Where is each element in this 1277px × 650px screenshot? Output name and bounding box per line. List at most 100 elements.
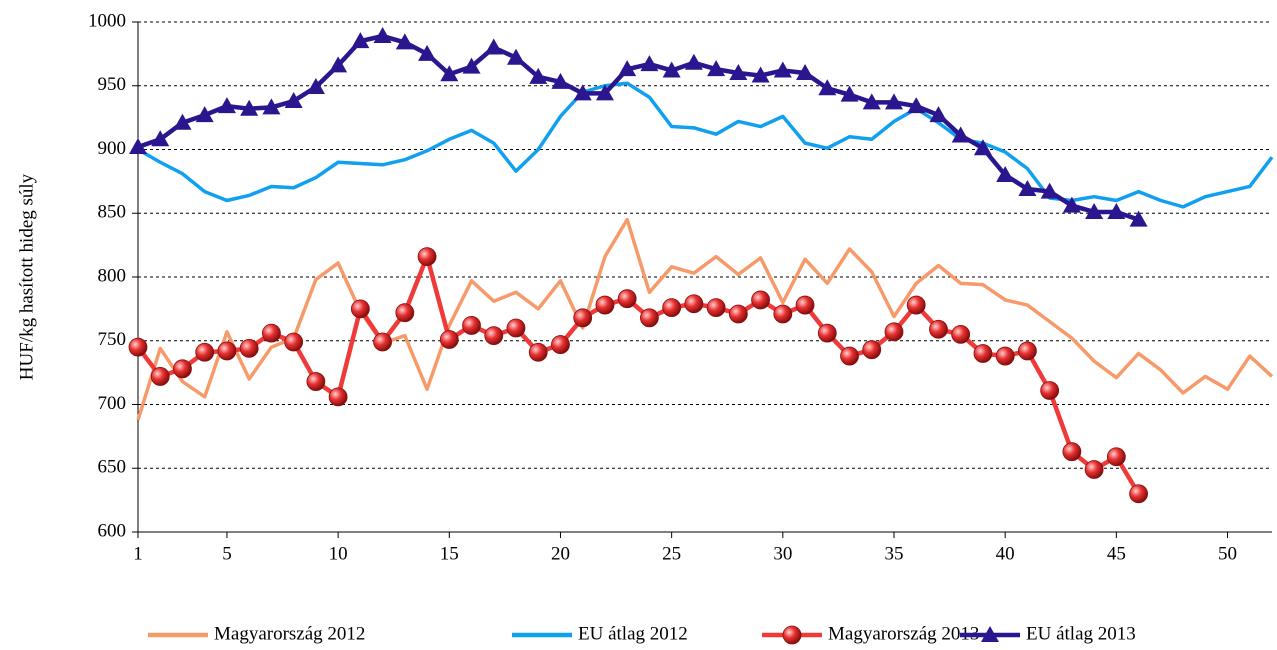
legend-label: Magyarország 2013 xyxy=(828,623,979,644)
point xyxy=(373,27,392,44)
point xyxy=(773,61,792,78)
point xyxy=(751,290,770,310)
x-tick-label: 10 xyxy=(329,543,348,564)
point xyxy=(662,298,682,318)
point xyxy=(973,139,992,156)
point xyxy=(617,289,637,309)
x-tick-label: 40 xyxy=(996,543,1015,564)
point xyxy=(640,308,659,328)
point xyxy=(1129,210,1148,227)
point xyxy=(662,61,681,78)
point xyxy=(1062,442,1082,462)
point xyxy=(217,341,237,361)
point xyxy=(528,342,548,362)
point xyxy=(751,66,770,83)
y-tick-label: 800 xyxy=(98,265,127,286)
point xyxy=(817,323,837,343)
point xyxy=(350,299,370,319)
point xyxy=(373,332,392,352)
y-tick-label: 700 xyxy=(98,393,127,414)
point xyxy=(395,303,415,323)
point xyxy=(462,57,481,74)
point xyxy=(128,337,148,357)
y-axis-label: HUF/kg hasított hideg súly xyxy=(16,173,37,380)
point xyxy=(595,84,614,101)
point xyxy=(351,32,370,49)
point xyxy=(173,359,192,379)
point xyxy=(840,85,859,102)
point xyxy=(551,335,570,354)
legend-label: EU átlag 2013 xyxy=(1026,623,1136,644)
x-tick-label: 5 xyxy=(222,543,232,564)
point xyxy=(996,166,1015,182)
y-tick-label: 650 xyxy=(98,457,127,478)
point xyxy=(1084,460,1104,479)
legend-label: EU átlag 2012 xyxy=(578,623,688,644)
point xyxy=(529,67,548,84)
point xyxy=(173,113,192,130)
point xyxy=(306,372,326,391)
point xyxy=(885,93,903,110)
point xyxy=(906,295,926,315)
point xyxy=(328,387,348,407)
point xyxy=(1129,484,1148,504)
point xyxy=(884,322,904,342)
legend-label: Magyarország 2012 xyxy=(214,623,365,644)
point xyxy=(840,346,859,366)
series-line xyxy=(136,254,1141,495)
point xyxy=(973,344,993,363)
point xyxy=(1062,196,1081,213)
point xyxy=(417,247,437,267)
point xyxy=(1107,202,1126,219)
point xyxy=(239,338,259,358)
point xyxy=(195,106,214,123)
point xyxy=(862,340,882,360)
x-tick-label: 35 xyxy=(885,543,904,564)
point xyxy=(773,304,793,324)
point xyxy=(951,126,970,143)
point xyxy=(640,55,659,72)
y-tick-label: 1000 xyxy=(88,10,126,31)
y-tick-label: 750 xyxy=(98,329,127,350)
point xyxy=(284,92,303,109)
point xyxy=(729,64,748,80)
point xyxy=(151,130,170,147)
point xyxy=(439,330,459,349)
point xyxy=(395,33,414,50)
x-tick-label: 20 xyxy=(551,543,570,564)
point xyxy=(484,38,503,55)
point xyxy=(262,98,281,115)
point xyxy=(418,44,437,61)
series-line xyxy=(136,217,1274,421)
point xyxy=(818,79,837,96)
point xyxy=(240,99,259,116)
point xyxy=(796,64,815,80)
point xyxy=(618,60,637,77)
point xyxy=(217,97,236,114)
point xyxy=(1106,447,1126,467)
point xyxy=(929,106,948,123)
point xyxy=(551,72,570,89)
point xyxy=(706,298,726,318)
x-tick-label: 45 xyxy=(1107,543,1126,564)
legend-marker xyxy=(981,626,999,642)
point xyxy=(684,53,703,70)
point xyxy=(929,319,948,339)
point xyxy=(907,97,926,114)
point xyxy=(573,84,592,101)
point xyxy=(1040,381,1060,400)
x-tick-label: 25 xyxy=(662,543,681,564)
point xyxy=(195,342,215,362)
x-tick-label: 15 xyxy=(440,543,459,564)
legend-marker xyxy=(782,625,802,645)
y-tick-label: 850 xyxy=(98,202,127,223)
x-tick-label: 30 xyxy=(773,543,792,564)
point xyxy=(995,346,1015,366)
x-tick-label: 50 xyxy=(1218,543,1237,564)
point xyxy=(684,294,704,314)
x-tick-label: 1 xyxy=(133,543,143,564)
y-tick-label: 600 xyxy=(98,520,127,541)
point xyxy=(329,56,348,73)
point xyxy=(862,93,881,110)
point xyxy=(262,323,281,343)
